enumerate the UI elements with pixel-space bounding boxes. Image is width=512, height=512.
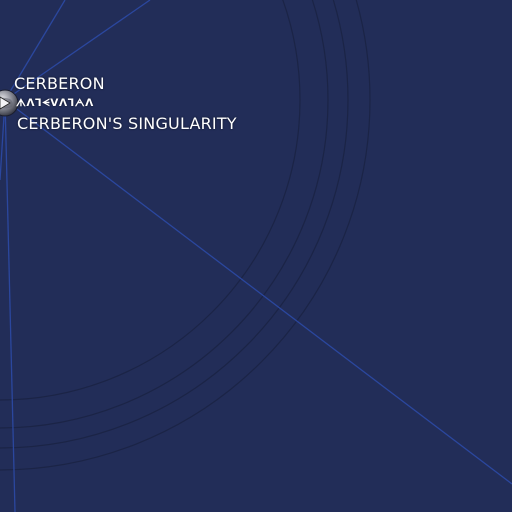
hyperlane	[4, 0, 151, 101]
orbit-ring	[0, 0, 329, 429]
hyperlane	[4, 99, 512, 485]
hyperlane	[4, 99, 16, 512]
orbit-ring	[0, 0, 349, 449]
orbit-ring	[0, 0, 301, 401]
planet-globe-icon	[0, 89, 19, 117]
orbit-ring	[0, 0, 371, 471]
hyperlane	[4, 0, 66, 101]
planet-aurebesh-label: ᗑᐱᒣᗕᐯᐱᒣᗅᐱ	[16, 98, 94, 109]
region-name-label[interactable]: CERBERON'S SINGULARITY	[17, 114, 237, 133]
planet-name-label[interactable]: CERBERON	[14, 74, 105, 93]
planet-marker-cerberon[interactable]	[0, 86, 24, 120]
